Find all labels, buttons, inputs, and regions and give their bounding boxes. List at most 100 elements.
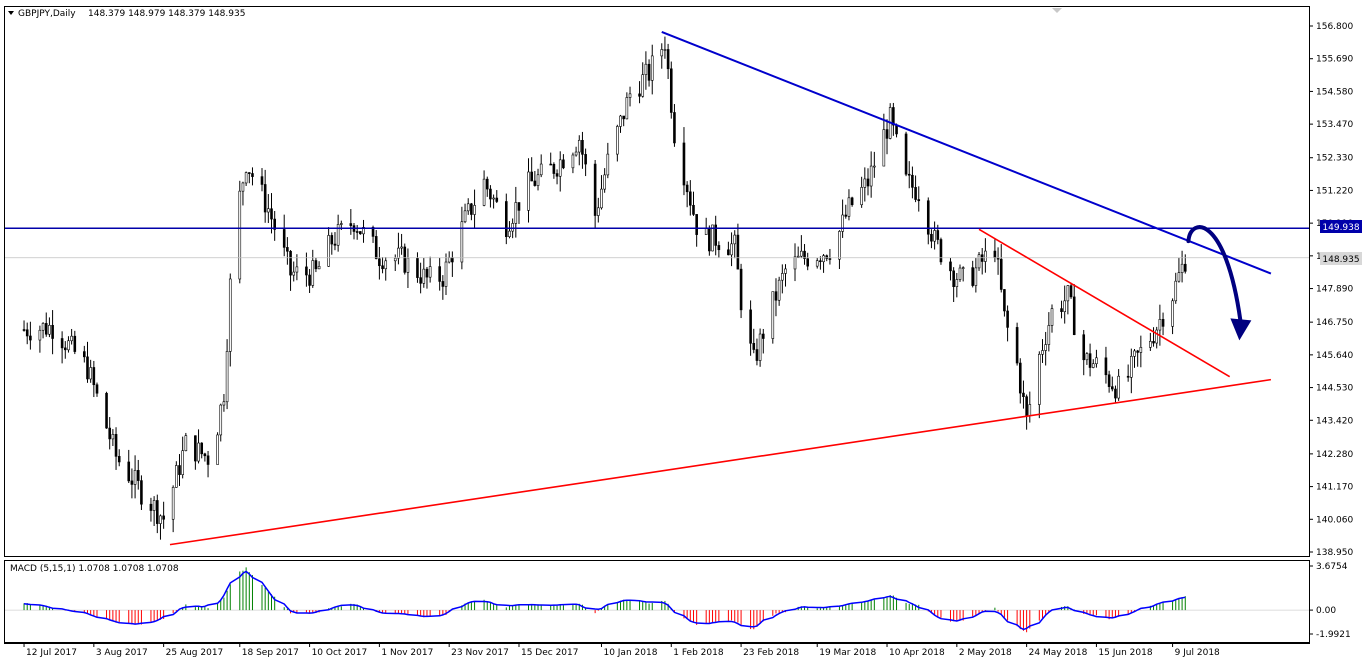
candle-body (22, 329, 26, 331)
date-tick-label: 12 Jul 2017 (26, 648, 77, 658)
candle-body (495, 197, 499, 202)
candle-body (1085, 353, 1089, 361)
candle-body (692, 204, 695, 215)
candle-body (793, 256, 797, 270)
candle-body (286, 247, 289, 252)
candle-body (114, 434, 118, 457)
candle-body (349, 223, 353, 226)
candle-body (83, 351, 86, 358)
candle-body (1136, 350, 1139, 353)
candle-body (1003, 289, 1006, 312)
candle-body (482, 178, 486, 206)
date-tick-label: 2 May 2018 (959, 648, 1012, 658)
candle-body (758, 333, 762, 361)
candle-body (460, 221, 464, 263)
candle-body (882, 129, 886, 167)
price-tick-label: 140.060 (1316, 515, 1353, 525)
candle-body (774, 291, 778, 301)
annotations-layer (5, 30, 1309, 546)
candle-body (470, 203, 473, 215)
candle-body (949, 261, 952, 272)
candle-body (885, 129, 889, 139)
candle-body (939, 239, 943, 263)
red-support-trendline[interactable] (169, 378, 1272, 546)
candle-body (930, 233, 933, 242)
candle-body (311, 260, 315, 286)
price-tick-label: 143.420 (1316, 416, 1353, 426)
candle-body (638, 93, 641, 97)
candle-body (117, 456, 121, 463)
date-tick-label: 24 May 2018 (1029, 648, 1088, 658)
candle-body (907, 173, 911, 176)
candle-body (314, 260, 318, 270)
date-tick-label: 23 Nov 2017 (451, 648, 509, 658)
candle-body (447, 257, 451, 263)
candle-body (717, 245, 721, 251)
candle-body (641, 74, 645, 97)
date-tick-label: 19 Mar 2018 (819, 648, 876, 658)
candle-body (1088, 353, 1092, 368)
candle-body (1066, 285, 1070, 302)
candle-body (562, 159, 565, 169)
candle-body (1047, 325, 1051, 345)
candle-body (1069, 285, 1073, 298)
candle-body (784, 268, 787, 274)
price-tick-label: 155.690 (1316, 55, 1353, 65)
date-tick-label: 15 Dec 2017 (521, 648, 579, 658)
candle-body (295, 266, 299, 273)
candle-body (904, 133, 908, 175)
candle-body (89, 367, 92, 380)
candle-body (1110, 386, 1114, 390)
candle-body (800, 250, 803, 257)
price-axis: 156.800 155.690 154.580 153.470 152.330 151.2… (1309, 22, 1353, 558)
candle-body (1018, 362, 1022, 394)
candle-body (489, 188, 492, 200)
candle-body (441, 281, 445, 287)
symbol-menu-icon[interactable] (8, 11, 14, 15)
price-tick-label: 141.170 (1316, 483, 1353, 493)
candle-body (597, 207, 600, 216)
candle-body (796, 255, 800, 258)
candle-body (819, 260, 822, 263)
candle-body (305, 266, 308, 276)
price-tick-label: 152.330 (1316, 154, 1353, 164)
candle-body (38, 329, 42, 341)
curved-arrow[interactable] (1186, 225, 1243, 323)
candle-body (1006, 310, 1009, 328)
candle-body (1114, 388, 1117, 399)
scroll-marker-icon[interactable] (1052, 8, 1062, 13)
candle-body (451, 257, 454, 263)
candle-body (273, 218, 276, 230)
red-short-trendline[interactable] (978, 228, 1231, 378)
price-tick-label: 144.530 (1316, 384, 1353, 394)
candle-body (48, 324, 51, 335)
candle-body (219, 404, 223, 436)
candle-body (847, 197, 851, 217)
candle-body (806, 258, 810, 267)
candle-body (175, 465, 178, 488)
date-axis: 12 Jul 2017 3 Aug 2017 25 Aug 2017 18 Sep 2… (23, 643, 1220, 658)
candle-body (666, 49, 670, 70)
candle-body (406, 257, 410, 273)
candle-body (378, 258, 381, 267)
candle-body (1171, 300, 1174, 327)
candle-body (977, 254, 981, 269)
candle-body (393, 257, 397, 262)
candle-body (689, 191, 692, 206)
candle-body (1063, 300, 1066, 312)
date-tick-label: 23 Feb 2018 (743, 648, 799, 658)
blue-resistance-trendline[interactable] (661, 30, 1272, 275)
date-tick-label: 9 Jul 2018 (1175, 648, 1220, 658)
macd-signal-line (23, 570, 1186, 631)
candle-body (171, 487, 175, 520)
candle-body (397, 247, 400, 259)
current-price-label: 148.935 (1322, 255, 1359, 265)
candle-body (1180, 263, 1184, 273)
candle-body (504, 201, 508, 237)
candle-body (581, 139, 584, 155)
candle-body (248, 172, 251, 174)
candle-body (111, 434, 115, 440)
date-tick-label: 1 Feb 2018 (673, 648, 724, 658)
